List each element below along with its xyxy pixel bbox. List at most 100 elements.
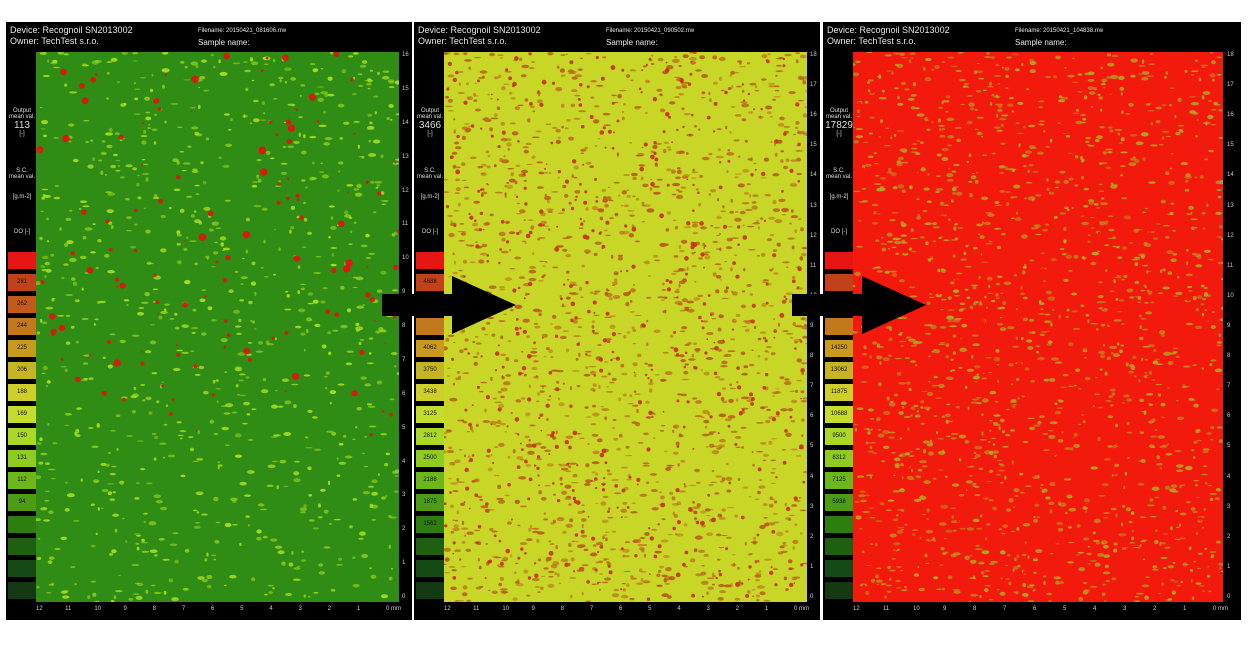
- sc-mean-label: mean val.: [416, 174, 443, 180]
- scale-swatch: 1875: [416, 494, 444, 511]
- y-tick-label: 0: [1227, 594, 1231, 600]
- y-tick-label: 15: [402, 85, 409, 92]
- y-tick-label: 1: [1227, 563, 1231, 570]
- scale-swatch: 188: [8, 384, 36, 401]
- x-tick-label: 5: [648, 606, 652, 612]
- y-tick-label: 10: [402, 255, 409, 262]
- scale-swatch: 11875: [825, 384, 853, 401]
- scale-swatch: [825, 560, 853, 577]
- sample-name-label: Sample name:: [1015, 38, 1067, 47]
- y-tick-label: 4: [1227, 473, 1231, 480]
- y-tick-label: 1: [402, 560, 406, 567]
- scale-swatch: 112: [8, 472, 36, 489]
- scale-swatch: 150: [8, 428, 36, 445]
- y-tick-label: 11: [1227, 262, 1234, 269]
- y-tick-label: 3: [402, 492, 406, 499]
- scale-swatch: 9500: [825, 428, 853, 445]
- scale-swatch: 262: [8, 296, 36, 313]
- x-tick-label: 2: [327, 606, 331, 612]
- sc-mean-label: mean val.: [825, 174, 852, 180]
- output-block: Output mean val. 113 [-]: [6, 108, 38, 137]
- y-tick-label: 16: [402, 52, 409, 58]
- y-tick-label: 13: [402, 153, 409, 160]
- scale-swatch: [416, 252, 444, 269]
- y-tick-label: 18: [1227, 52, 1234, 58]
- x-tick-label: 1: [764, 606, 769, 612]
- do-label: DO [-]: [14, 229, 30, 235]
- y-tick-label: 6: [810, 413, 814, 420]
- panel-3: Device: Recognoil SN2013002 Filename: 20…: [823, 22, 1241, 620]
- x-tick-label: 12: [36, 606, 43, 612]
- scale-swatch: 3750: [416, 362, 444, 379]
- sc-label: S.C.: [833, 168, 845, 174]
- scale-swatch: 2188: [416, 472, 444, 489]
- output-unit: [-]: [19, 131, 25, 137]
- y-tick-label: 12: [1227, 232, 1234, 239]
- y-tick-label: 14: [1227, 172, 1234, 179]
- output-mean-label: mean val.: [8, 114, 35, 120]
- x-tick-label: 6: [619, 606, 623, 612]
- y-tick-label: 9: [402, 289, 406, 296]
- scale-swatch: 5938: [825, 494, 853, 511]
- sc-unit: [g.m-2]: [829, 194, 849, 200]
- x-tick-label: 2: [735, 606, 739, 612]
- x-tick-label: 8: [152, 606, 156, 612]
- y-tick-label: 3: [810, 503, 814, 510]
- sc-block: S.C. mean val.: [414, 168, 446, 180]
- x-tick-label: 7: [589, 606, 594, 612]
- y-tick-label: 6: [1227, 413, 1231, 420]
- output-unit: [-]: [836, 131, 842, 137]
- device-label: Device: Recognoil SN2013002: [418, 25, 541, 35]
- x-tick-label: 1: [1183, 606, 1187, 612]
- scale-swatch: 7125: [825, 472, 853, 489]
- x-tick-label: 12: [853, 606, 860, 612]
- x-tick-label: 5: [1063, 606, 1067, 612]
- y-tick-label: 2: [1227, 533, 1231, 540]
- y-tick-label: 8: [1227, 353, 1231, 360]
- y-tick-label: 9: [1227, 323, 1231, 329]
- x-tick-label: 0 mm: [386, 606, 401, 612]
- scale-swatch: 10688: [825, 406, 853, 423]
- scale-swatch: 4688: [416, 274, 444, 291]
- sc-unit: [g.m-2]: [420, 194, 440, 200]
- device-label: Device: Recognoil SN2013002: [10, 25, 133, 35]
- x-tick-label: 6: [211, 606, 215, 612]
- y-tick-label: 0: [402, 594, 406, 600]
- sc-mean-label: mean val.: [8, 174, 35, 180]
- y-tick-label: 15: [1227, 142, 1234, 149]
- y-tick-label: 16: [810, 112, 817, 119]
- scale-swatch: [825, 274, 853, 291]
- y-tick-label: 17: [810, 82, 817, 89]
- y-tick-label: 13: [1227, 202, 1234, 209]
- heatmap: [853, 52, 1223, 602]
- y-tick-label: 3: [1227, 503, 1231, 510]
- y-tick-label: 4: [810, 473, 814, 480]
- x-axis: 12 11 10 9 8 7 6 5 4 3 2 1 0 mm: [444, 606, 814, 618]
- y-tick-label: 7: [402, 356, 406, 363]
- scale-swatch: [825, 582, 853, 599]
- x-tick-label: 12: [444, 606, 451, 612]
- x-tick-label: 10: [94, 606, 102, 612]
- filename-label: Filename: 20150421_090502.rrw: [606, 28, 695, 34]
- output-value: 17829: [825, 120, 853, 131]
- y-tick-label: 10: [1227, 292, 1234, 299]
- scale-swatch: [8, 516, 36, 533]
- y-tick-label: 5: [1227, 443, 1231, 450]
- sc-label: S.C.: [16, 168, 28, 174]
- y-tick-label: 14: [810, 172, 817, 179]
- x-tick-label: 3: [298, 606, 302, 612]
- scale-swatch: 131: [8, 450, 36, 467]
- y-tick-label: 0: [810, 594, 814, 600]
- y-tick-label: 11: [810, 262, 817, 269]
- filename-label: Filename: 20150421_104838.rrw: [1015, 28, 1104, 34]
- x-tick-label: 3: [1123, 606, 1127, 612]
- x-tick-label: 9: [123, 606, 127, 612]
- scale-swatch: 94: [8, 494, 36, 511]
- scale-swatch: 1562: [416, 516, 444, 533]
- sc-block: S.C. mean val.: [6, 168, 38, 180]
- x-tick-label: 4: [269, 606, 273, 612]
- y-tick-label: 15: [810, 142, 817, 149]
- filename-label: Filename: 20150421_081606.rrw: [198, 28, 287, 34]
- heatmap: [444, 52, 807, 602]
- x-tick-label: 4: [1093, 606, 1097, 612]
